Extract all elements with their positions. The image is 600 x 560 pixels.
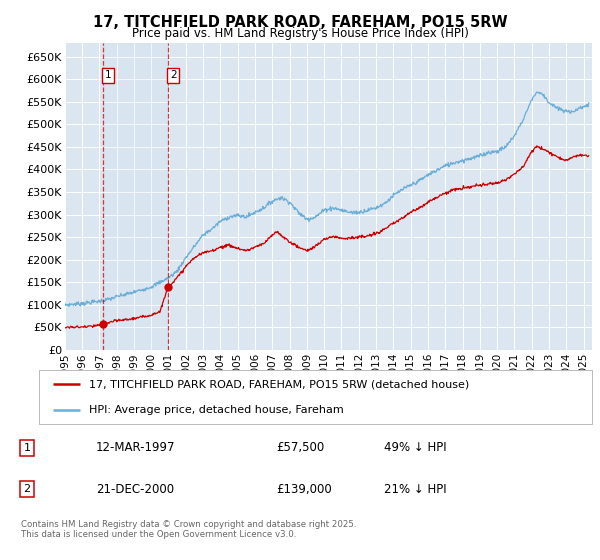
Text: 2: 2 (23, 484, 31, 494)
Text: 17, TITCHFIELD PARK ROAD, FAREHAM, PO15 5RW (detached house): 17, TITCHFIELD PARK ROAD, FAREHAM, PO15 … (89, 380, 469, 389)
Text: Price paid vs. HM Land Registry's House Price Index (HPI): Price paid vs. HM Land Registry's House … (131, 27, 469, 40)
Text: 17, TITCHFIELD PARK ROAD, FAREHAM, PO15 5RW: 17, TITCHFIELD PARK ROAD, FAREHAM, PO15 … (92, 15, 508, 30)
Text: 1: 1 (23, 443, 31, 452)
Text: HPI: Average price, detached house, Fareham: HPI: Average price, detached house, Fare… (89, 405, 344, 414)
Text: £57,500: £57,500 (276, 441, 324, 454)
Text: 1: 1 (104, 71, 111, 80)
Text: 12-MAR-1997: 12-MAR-1997 (96, 441, 176, 454)
Text: 2: 2 (170, 71, 176, 80)
Bar (103, 43, 168, 350)
Text: 49% ↓ HPI: 49% ↓ HPI (384, 441, 446, 454)
Text: Contains HM Land Registry data © Crown copyright and database right 2025.
This d: Contains HM Land Registry data © Crown c… (21, 520, 356, 539)
Text: 21% ↓ HPI: 21% ↓ HPI (384, 483, 446, 496)
Text: £139,000: £139,000 (276, 483, 332, 496)
Text: 21-DEC-2000: 21-DEC-2000 (96, 483, 174, 496)
